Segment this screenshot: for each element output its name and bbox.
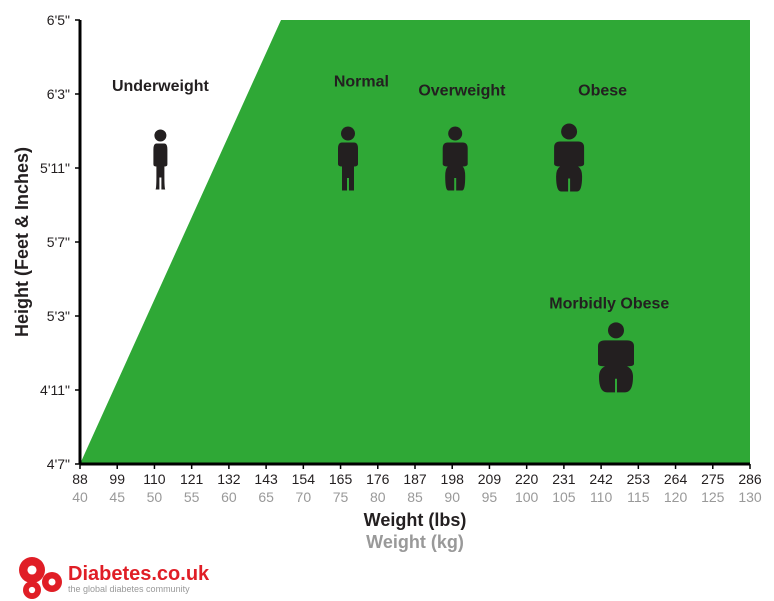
x-tick-kg: 85 [407, 489, 423, 505]
x-axis-label-lbs: Weight (lbs) [364, 510, 467, 530]
x-tick-lbs: 121 [180, 471, 204, 487]
x-tick-kg: 75 [333, 489, 349, 505]
bmi-chart: 6'5" 6'3" 5'11" 5'7" 5'3" 4'11" 4'7"88 40 99 45 11… [0, 0, 774, 601]
x-tick-kg: 115 [627, 489, 650, 505]
x-tick-lbs: 264 [664, 471, 688, 487]
band-label-normal: Normal [334, 74, 389, 91]
y-tick: 4'11" [40, 382, 70, 398]
x-tick-kg: 45 [109, 489, 125, 505]
y-tick: 4'7" [47, 456, 70, 472]
x-tick-kg: 130 [738, 489, 762, 505]
x-tick-kg: 120 [664, 489, 688, 505]
x-tick-kg: 90 [444, 489, 460, 505]
x-tick-lbs: 187 [403, 471, 427, 487]
chart-svg: 6'5" 6'3" 5'11" 5'7" 5'3" 4'11" 4'7"88 40 99 45 11… [0, 0, 774, 601]
brand-tagline: the global diabetes community [68, 584, 190, 594]
x-tick-kg: 100 [515, 489, 539, 505]
x-tick-lbs: 253 [627, 471, 651, 487]
x-tick-lbs: 165 [329, 471, 353, 487]
x-tick-kg: 60 [221, 489, 237, 505]
y-tick: 5'11" [40, 160, 70, 176]
band-label-morbidly-obese: Morbidly Obese [549, 296, 669, 313]
x-tick-kg: 95 [482, 489, 498, 505]
y-tick: 6'3" [47, 86, 70, 102]
y-tick: 5'7" [47, 234, 70, 250]
y-axis-label: Height (Feet & Inches) [12, 147, 32, 337]
x-tick-lbs: 143 [254, 471, 278, 487]
x-tick-kg: 50 [147, 489, 163, 505]
x-tick-lbs: 154 [292, 471, 316, 487]
x-tick-lbs: 132 [217, 471, 241, 487]
band-label-overweight: Overweight [418, 82, 506, 99]
x-tick-lbs: 286 [738, 471, 762, 487]
brand-name: Diabetes.co.uk [68, 563, 210, 585]
x-tick-lbs: 198 [441, 471, 465, 487]
x-tick-lbs: 99 [109, 471, 125, 487]
x-tick-lbs: 275 [701, 471, 725, 487]
x-tick-lbs: 88 [72, 471, 88, 487]
x-tick-kg: 55 [184, 489, 200, 505]
x-tick-lbs: 220 [515, 471, 539, 487]
x-tick-kg: 110 [590, 489, 613, 505]
x-tick-kg: 105 [552, 489, 576, 505]
x-tick-lbs: 209 [478, 471, 502, 487]
x-tick-lbs: 176 [366, 471, 390, 487]
band-label-underweight: Underweight [112, 78, 210, 95]
x-tick-kg: 65 [258, 489, 274, 505]
band-label-obese: Obese [578, 82, 627, 99]
x-tick-kg: 125 [701, 489, 725, 505]
x-tick-lbs: 110 [143, 471, 166, 487]
x-tick-lbs: 231 [552, 471, 576, 487]
y-tick: 5'3" [47, 308, 70, 324]
x-tick-kg: 40 [72, 489, 88, 505]
x-tick-kg: 70 [296, 489, 312, 505]
x-axis-label-kg: Weight (kg) [366, 532, 464, 552]
y-tick: 6'5" [47, 12, 70, 28]
x-tick-kg: 80 [370, 489, 386, 505]
x-tick-lbs: 242 [589, 471, 613, 487]
